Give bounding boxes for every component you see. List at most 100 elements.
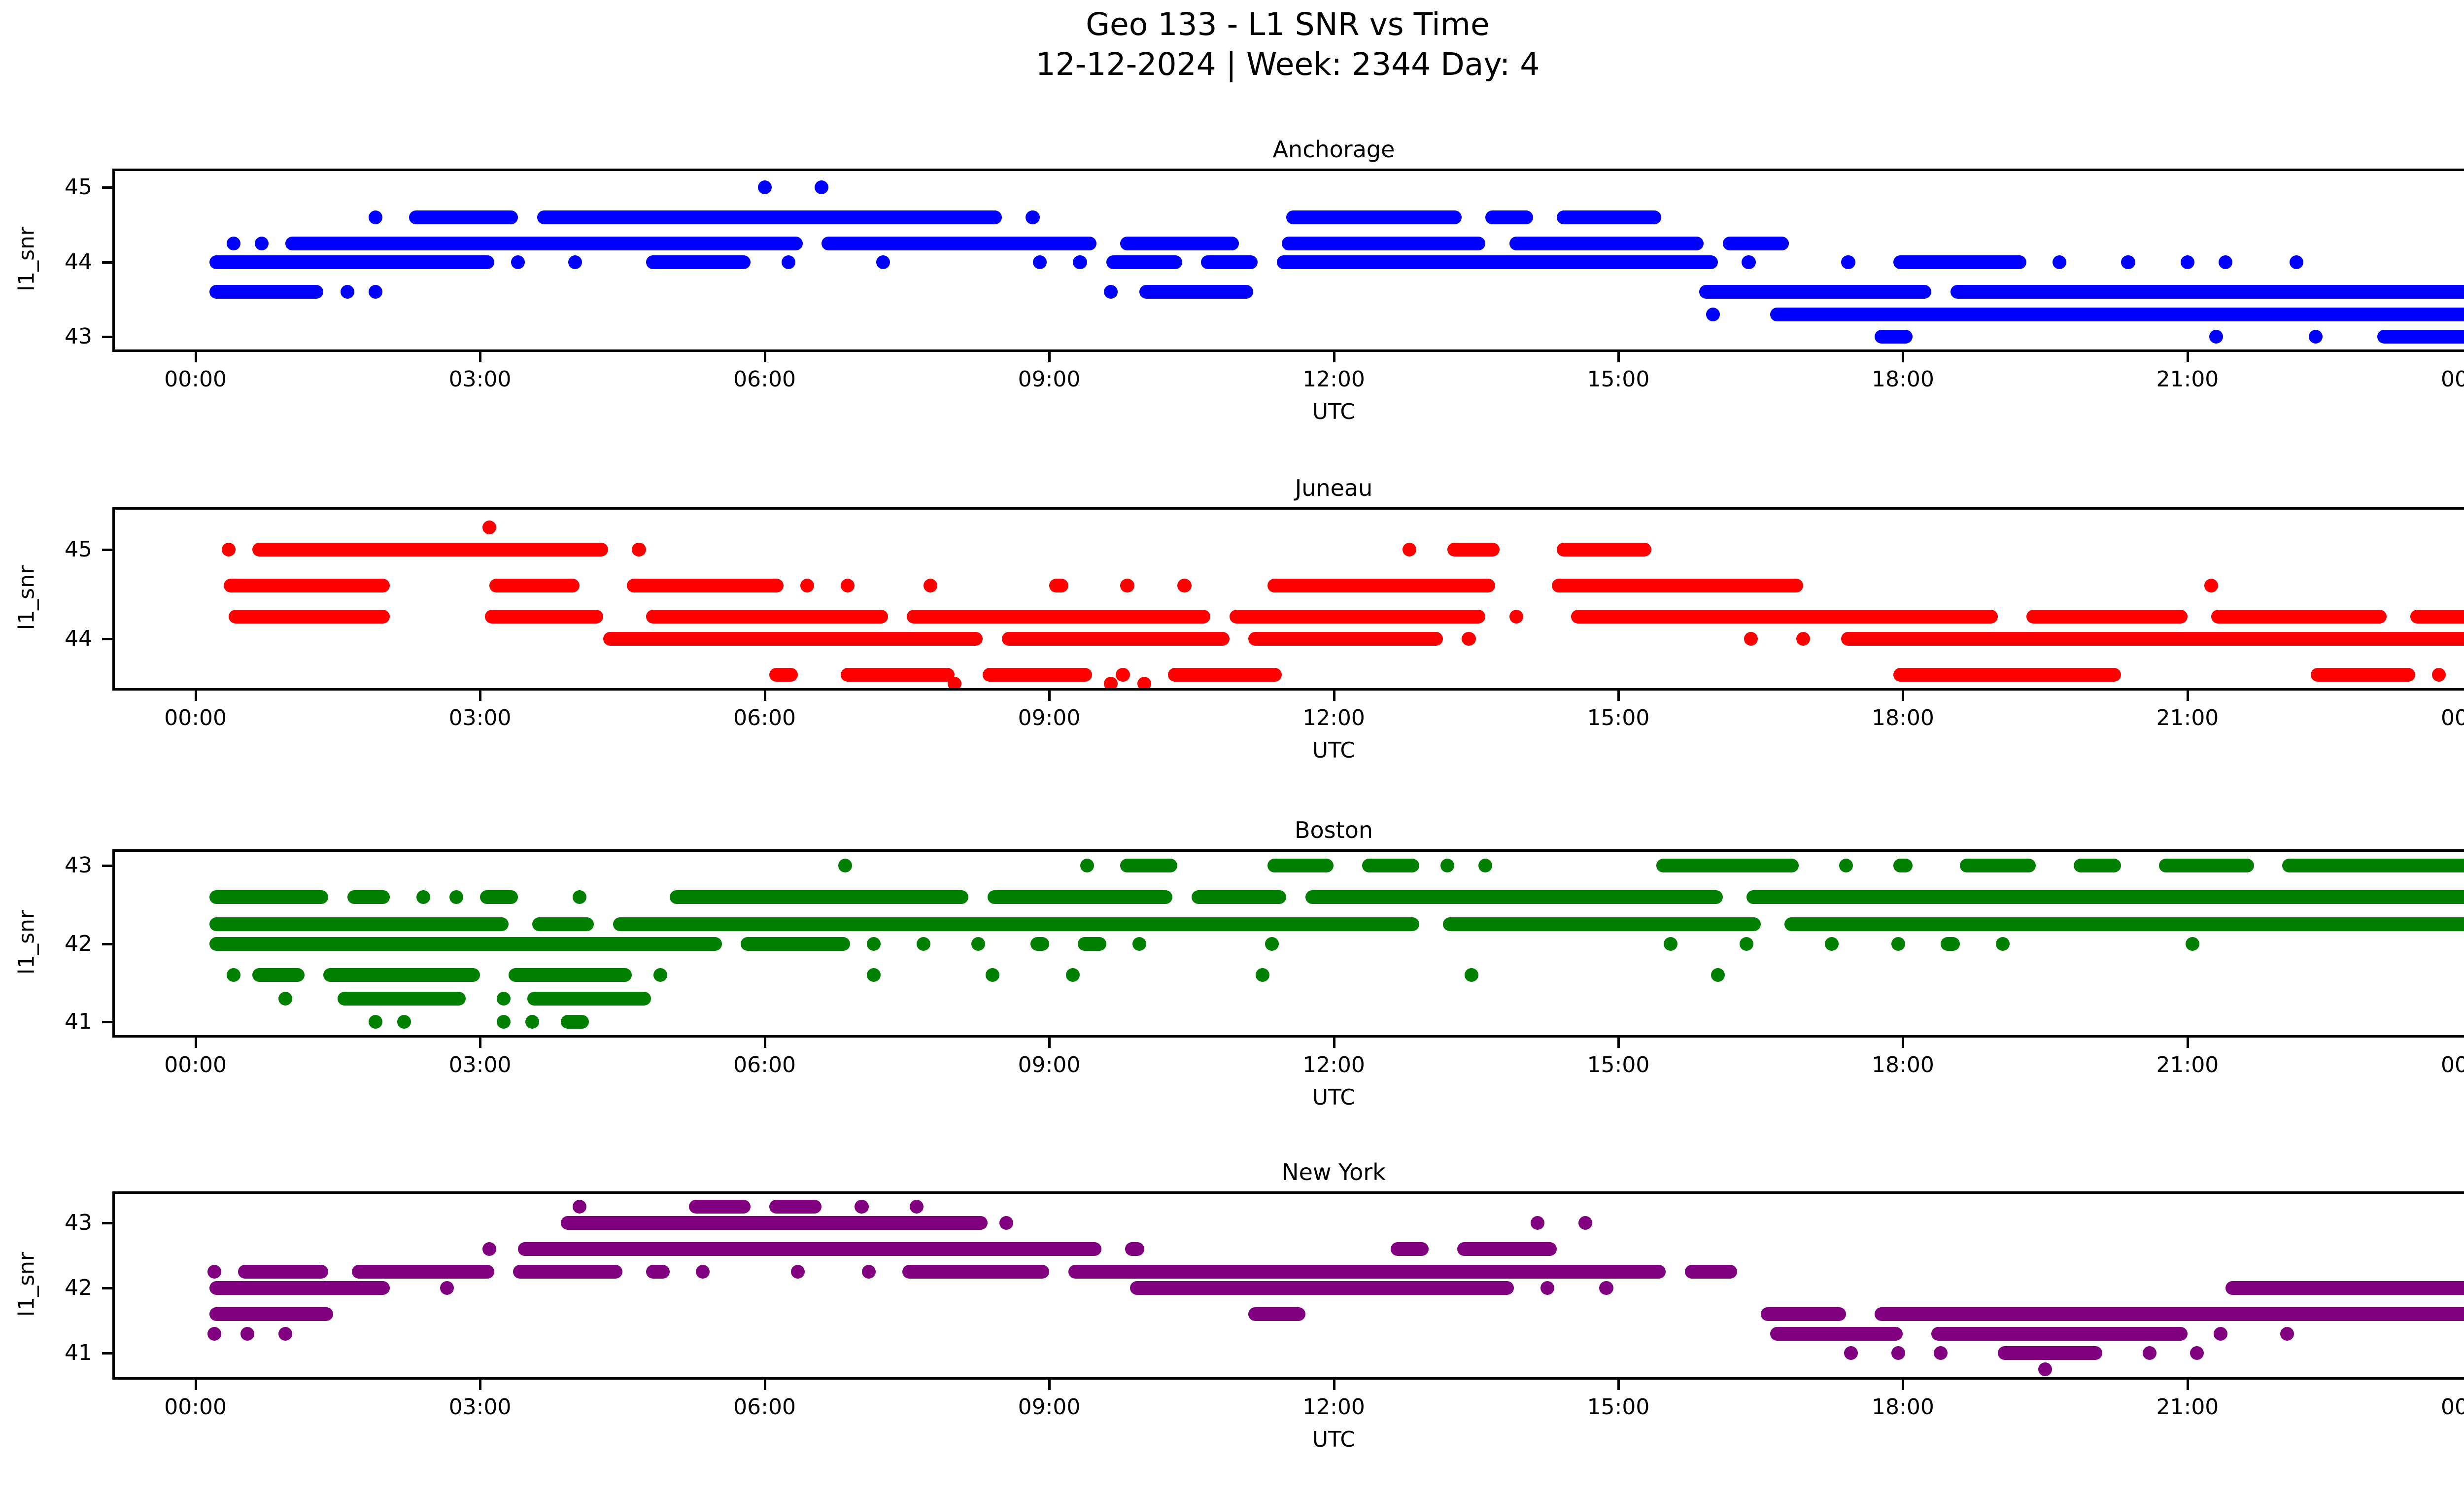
data-point-run bbox=[916, 937, 931, 951]
x-tick-mark bbox=[1333, 1380, 1335, 1390]
data-point bbox=[1739, 937, 1753, 951]
data-point bbox=[2214, 1326, 2228, 1341]
data-point-run bbox=[769, 1200, 822, 1214]
x-tick-label: 03:00 bbox=[448, 1052, 512, 1078]
data-point-run bbox=[1874, 1307, 2464, 1321]
y-tick-mark bbox=[102, 942, 112, 945]
data-point bbox=[838, 859, 853, 873]
data-point bbox=[985, 968, 999, 982]
figure-title-line-2: 12-12-2024 | Week: 2344 Day: 4 bbox=[1035, 46, 1540, 82]
x-tick-label: 00:00 bbox=[164, 705, 227, 730]
x-tick-label: 18:00 bbox=[1872, 1052, 1934, 1078]
data-point-run bbox=[532, 917, 594, 932]
data-point-run bbox=[1997, 1346, 2102, 1360]
data-point-run bbox=[1248, 632, 1443, 646]
data-point bbox=[1825, 937, 1839, 951]
x-tick-mark bbox=[479, 691, 482, 701]
y-tick-mark bbox=[102, 261, 112, 264]
x-tick-mark bbox=[194, 1380, 197, 1390]
x-tick-mark bbox=[1048, 691, 1051, 701]
data-point-run bbox=[513, 1265, 622, 1279]
data-point bbox=[696, 1265, 710, 1279]
x-tick-label: 06:00 bbox=[733, 1394, 796, 1420]
data-point bbox=[1265, 937, 1279, 951]
x-tick-mark bbox=[194, 691, 197, 701]
figure-title-line-1: Geo 133 - L1 SNR vs Time bbox=[1086, 6, 1490, 42]
data-point bbox=[1032, 255, 1047, 269]
subplot-title: Juneau bbox=[1295, 475, 1373, 501]
data-point-run bbox=[2410, 610, 2464, 624]
data-point-run bbox=[1001, 632, 1230, 646]
plot-area bbox=[112, 849, 2464, 1038]
x-tick-mark bbox=[1048, 352, 1051, 362]
data-point-run bbox=[489, 578, 580, 592]
x-tick-label: 09:00 bbox=[1018, 705, 1081, 730]
data-point bbox=[2218, 255, 2232, 269]
y-tick-label: 42 bbox=[65, 1275, 92, 1301]
x-tick-mark bbox=[479, 1380, 482, 1390]
data-point bbox=[221, 543, 236, 557]
y-tick-mark bbox=[102, 1352, 112, 1355]
data-point bbox=[1995, 937, 2010, 951]
x-tick-mark bbox=[1333, 352, 1335, 362]
data-point-run bbox=[1120, 236, 1239, 250]
data-point bbox=[862, 1265, 876, 1279]
data-point bbox=[1104, 676, 1118, 688]
x-tick-label: 06:00 bbox=[733, 705, 796, 730]
data-point bbox=[2053, 255, 2067, 269]
x-tick-label: 15:00 bbox=[1587, 1052, 1650, 1078]
plot-area bbox=[112, 1191, 2464, 1380]
data-point bbox=[226, 236, 240, 250]
data-point-run bbox=[480, 890, 518, 904]
data-point-run bbox=[2121, 255, 2136, 269]
data-point bbox=[999, 1216, 1014, 1230]
data-point-run bbox=[338, 991, 466, 1006]
x-tick-label: 21:00 bbox=[2156, 705, 2219, 730]
x-tick-label: 00:00 bbox=[2440, 1394, 2464, 1420]
data-point-run bbox=[1106, 255, 1182, 269]
data-point-run bbox=[1286, 210, 1462, 224]
x-tick-mark bbox=[763, 1380, 766, 1390]
data-point-run bbox=[646, 1265, 670, 1279]
data-point bbox=[2142, 1346, 2156, 1360]
data-point-run bbox=[1120, 859, 1177, 873]
data-point-run bbox=[209, 890, 329, 904]
x-tick-mark bbox=[1902, 352, 1905, 362]
data-point-run bbox=[1030, 937, 1049, 951]
data-point-run bbox=[224, 578, 390, 592]
x-tick-mark bbox=[1048, 1038, 1051, 1048]
y-axis-label: l1_snr bbox=[14, 565, 39, 630]
data-point bbox=[1891, 1346, 1905, 1360]
data-point-run bbox=[1248, 1307, 1305, 1321]
data-point bbox=[2180, 255, 2194, 269]
data-point-run bbox=[1115, 667, 1130, 682]
data-point-run bbox=[2073, 859, 2122, 873]
x-tick-mark bbox=[1902, 1038, 1905, 1048]
data-point-run bbox=[1742, 255, 1756, 269]
x-tick-mark bbox=[1617, 352, 1620, 362]
x-axis-label: UTC bbox=[1312, 1085, 1356, 1110]
x-tick-label: 06:00 bbox=[733, 1052, 796, 1078]
data-point-run bbox=[2211, 610, 2387, 624]
data-point-run bbox=[1167, 667, 1282, 682]
x-tick-label: 03:00 bbox=[448, 1394, 512, 1420]
y-tick-mark bbox=[102, 638, 112, 641]
x-tick-mark bbox=[2186, 352, 2189, 362]
data-point-run bbox=[1746, 890, 2464, 904]
data-point-run bbox=[508, 968, 632, 982]
data-point bbox=[1796, 632, 1811, 646]
data-point-run bbox=[1177, 578, 1192, 592]
data-point bbox=[1531, 1216, 1545, 1230]
data-point bbox=[525, 1015, 539, 1029]
data-point bbox=[1891, 937, 1905, 951]
data-point bbox=[278, 1326, 293, 1341]
data-point bbox=[1706, 307, 1720, 321]
data-point bbox=[2209, 330, 2223, 344]
data-point-run bbox=[1893, 667, 2122, 682]
x-tick-label: 00:00 bbox=[2440, 705, 2464, 730]
data-point bbox=[2204, 578, 2219, 592]
data-point-run bbox=[1485, 210, 1533, 224]
y-tick-mark bbox=[102, 186, 112, 189]
data-point-run bbox=[1509, 610, 1524, 624]
data-point-run bbox=[228, 610, 390, 624]
